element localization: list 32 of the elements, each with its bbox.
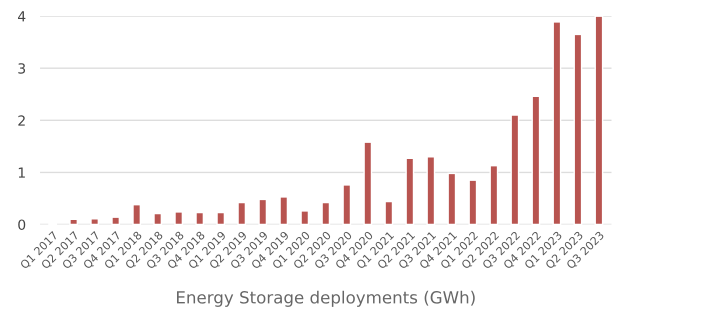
bar [342, 184, 352, 226]
bar [532, 96, 540, 226]
bar [153, 212, 162, 226]
y-tick-label: 0 [18, 219, 26, 230]
bar [363, 142, 372, 226]
bar [489, 164, 498, 226]
bar [384, 200, 394, 226]
bar [111, 216, 120, 226]
bar [510, 114, 520, 226]
y-tick-label: 4 [18, 11, 26, 22]
bar [405, 158, 414, 226]
bar [69, 218, 78, 226]
bar [552, 21, 562, 226]
bar [321, 202, 330, 226]
bar [216, 212, 226, 226]
bar [258, 198, 268, 226]
bar [300, 210, 310, 226]
bar [279, 196, 288, 226]
bar [574, 34, 582, 226]
bar [468, 180, 478, 226]
bar [594, 15, 604, 226]
bar [132, 204, 142, 226]
bar [90, 218, 100, 226]
bar [195, 212, 204, 226]
y-tick-label: 3 [18, 63, 26, 74]
bar [174, 211, 184, 226]
bar [447, 172, 456, 226]
y-tick-label: 1 [18, 168, 25, 178]
bar [237, 202, 246, 226]
y-tick-label: 2 [18, 115, 25, 126]
bar [426, 156, 436, 226]
x-axis-title: Energy Storage deployments (GWh) [177, 290, 475, 307]
